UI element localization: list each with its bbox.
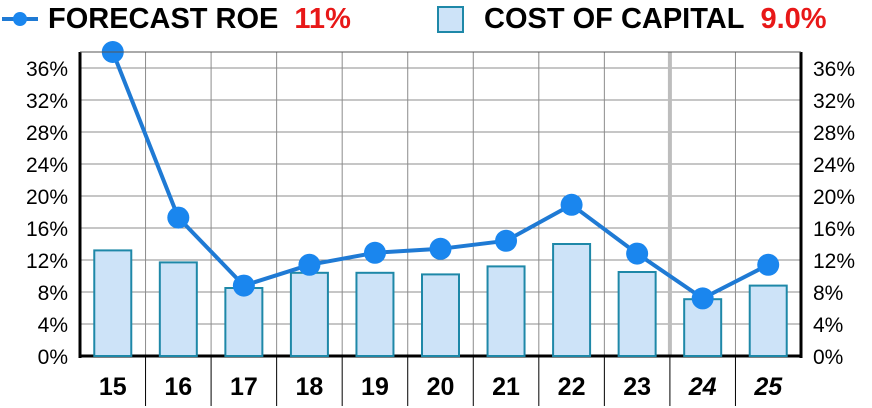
cost-of-capital-bar <box>617 271 657 357</box>
y-tick-label-left: 36% <box>26 58 68 81</box>
forecast-roe-point <box>298 253 321 276</box>
y-tick-label-right: 12% <box>813 250 855 273</box>
legend-coc-value: 9.0% <box>760 2 827 35</box>
y-tick-label-left: 20% <box>26 186 68 209</box>
legend-roe-value: 11% <box>294 2 351 35</box>
cost-of-capital-bar <box>683 298 723 358</box>
x-tick-label: 20 <box>427 373 455 401</box>
y-tick-label-right: 8% <box>813 282 843 305</box>
roe-line-swatch-icon <box>2 1 38 37</box>
y-tick-label-right: 4% <box>813 314 843 337</box>
forecast-roe-point <box>626 242 649 265</box>
y-tick-label-right: 0% <box>813 346 843 369</box>
y-tick-label-left: 16% <box>26 218 68 241</box>
cost-of-capital-bar <box>224 287 264 357</box>
cost-of-capital-bar <box>486 265 526 357</box>
y-tick-label-left: 12% <box>26 250 68 273</box>
y-tick-label-left: 4% <box>38 314 68 337</box>
forecast-roe-point <box>560 193 583 216</box>
y-tick-label-left: 8% <box>38 282 68 305</box>
y-tick-label-left: 32% <box>26 90 68 113</box>
x-tick-label: 16 <box>164 373 192 401</box>
cost-of-capital-bar <box>158 261 198 357</box>
cost-of-capital-bar <box>289 271 329 357</box>
x-tick-label: 24 <box>688 373 717 401</box>
coc-bar-swatch-icon <box>437 5 464 33</box>
roe-vs-cost-of-capital-chart: 0% 0% 4% 4% 8% 8% 12% 12% 16% 16% 20% 20% 24% 24% 28% 2… <box>26 41 855 406</box>
forecast-roe-point <box>363 241 386 264</box>
cost-of-capital-bar <box>552 243 592 357</box>
cost-of-capital-bar <box>748 284 788 358</box>
forecast-roe-point <box>232 274 255 297</box>
y-tick-label-right: 16% <box>813 218 855 241</box>
legend-roe-label: FORECAST ROE <box>48 2 279 35</box>
y-tick-label-left: 0% <box>38 346 68 369</box>
x-tick-label: 23 <box>623 373 651 401</box>
legend-coc: COST OF CAPITAL 9.0% <box>437 1 827 37</box>
y-tick-label-left: 24% <box>26 154 68 177</box>
cost-of-capital-bar <box>93 249 133 357</box>
cost-of-capital-bar <box>421 273 460 357</box>
forecast-roe-point <box>429 237 452 260</box>
forecast-roe-point <box>167 206 190 229</box>
cost-of-capital-bar <box>355 271 395 357</box>
x-tick-label: 17 <box>230 373 258 401</box>
x-tick-label: 18 <box>296 373 324 401</box>
x-tick-label: 19 <box>361 373 389 401</box>
forecast-roe-point <box>691 287 714 310</box>
y-tick-label-right: 32% <box>813 90 855 113</box>
y-tick-label-right: 20% <box>813 186 855 209</box>
legend: FORECAST ROE 11% COST OF CAPITAL 9.0% <box>0 0 872 40</box>
forecast-roe-point <box>495 229 518 252</box>
x-tick-label: 15 <box>99 373 127 401</box>
legend-coc-label: COST OF CAPITAL <box>484 2 745 35</box>
x-tick-label: 22 <box>558 373 586 401</box>
legend-roe: FORECAST ROE 11% <box>2 1 351 37</box>
forecast-roe-point <box>757 253 780 276</box>
y-tick-label-right: 36% <box>813 58 855 81</box>
x-tick-label: 25 <box>753 373 783 401</box>
y-tick-label-left: 28% <box>26 122 68 145</box>
y-tick-label-right: 28% <box>813 122 855 145</box>
x-tick-label: 21 <box>492 373 520 401</box>
y-tick-label-right: 24% <box>813 154 855 177</box>
